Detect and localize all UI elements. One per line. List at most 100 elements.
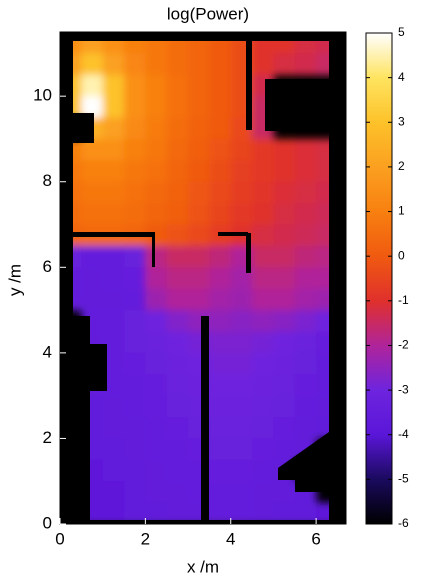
heat-cell xyxy=(124,331,146,354)
heat-cell xyxy=(209,352,232,375)
heat-cell xyxy=(252,481,274,504)
wall xyxy=(60,32,346,41)
heat-cell xyxy=(188,53,210,76)
heat-cell xyxy=(252,417,274,439)
heat-cell xyxy=(209,267,232,290)
heat-cell xyxy=(145,267,168,290)
heat-cell xyxy=(294,245,317,268)
heat-cell xyxy=(102,288,125,311)
heat-cell xyxy=(124,481,146,504)
heat-cell xyxy=(166,352,189,375)
heat-cell xyxy=(188,160,210,183)
heat-cell xyxy=(273,438,296,461)
heat-cell xyxy=(252,245,274,268)
heat-cell xyxy=(166,374,189,397)
heat-cell xyxy=(230,181,253,204)
heat-cell xyxy=(102,74,125,97)
heat-cell xyxy=(166,438,189,461)
heat-cell xyxy=(102,267,125,290)
heat-cell xyxy=(145,395,168,418)
heat-cell xyxy=(294,288,317,311)
heat-cell xyxy=(124,74,146,97)
heat-cell xyxy=(124,267,146,290)
heat-cell xyxy=(166,331,189,354)
heat-cell xyxy=(81,53,104,76)
heat-cell xyxy=(230,310,253,332)
heat-cell xyxy=(273,203,296,226)
x-tick-label: 4 xyxy=(226,529,235,548)
heat-cell xyxy=(209,331,232,354)
heat-cell xyxy=(209,138,232,161)
heat-cell xyxy=(145,245,168,268)
heat-cell xyxy=(166,502,189,524)
y-tick-label: 2 xyxy=(43,428,52,447)
heat-cell xyxy=(252,374,274,397)
heat-cell xyxy=(209,310,232,332)
heat-cell xyxy=(145,53,168,76)
wall xyxy=(246,233,251,273)
heat-cell xyxy=(209,502,232,524)
heat-cell xyxy=(273,374,296,397)
heat-cell xyxy=(124,181,146,204)
heat-cell xyxy=(145,417,168,439)
colorbar-tick-label: 4 xyxy=(398,70,405,84)
heat-cell xyxy=(209,203,232,226)
colorbar-tick-label: 2 xyxy=(398,159,405,173)
heat-cell xyxy=(145,288,168,311)
heat-cell xyxy=(102,481,125,504)
heat-cell xyxy=(209,481,232,504)
heat-cell xyxy=(124,245,146,268)
heat-cell xyxy=(230,203,253,226)
x-tick-label: 6 xyxy=(311,529,320,548)
heat-cell xyxy=(166,181,189,204)
heat-cell xyxy=(166,53,189,76)
heat-cell xyxy=(273,138,296,161)
colorbar-tick-label: -2 xyxy=(398,338,409,352)
heat-cell xyxy=(102,502,125,524)
heat-cell xyxy=(294,138,317,161)
y-tick-label: 8 xyxy=(43,171,52,190)
heat-cell xyxy=(209,288,232,311)
wall xyxy=(73,232,155,237)
heat-cell xyxy=(252,395,274,418)
heat-cell xyxy=(188,96,210,119)
heat-cell xyxy=(209,160,232,183)
heat-cell xyxy=(145,459,168,482)
heat-cell xyxy=(102,417,125,439)
wall xyxy=(265,79,329,131)
heat-cell xyxy=(294,224,317,247)
heat-cell xyxy=(294,267,317,290)
heat-cell xyxy=(273,53,296,76)
heat-cell xyxy=(273,310,296,332)
heat-cell xyxy=(273,267,296,290)
wall xyxy=(278,432,329,492)
heat-cell xyxy=(273,181,296,204)
heat-cell xyxy=(188,74,210,97)
heat-cell xyxy=(294,160,317,183)
heat-cell xyxy=(102,117,125,140)
heat-cell xyxy=(145,481,168,504)
heat-cell xyxy=(124,459,146,482)
heat-cell xyxy=(209,117,232,140)
heat-cell xyxy=(81,203,104,226)
heat-cell xyxy=(81,288,104,311)
heat-cell xyxy=(102,331,125,354)
heat-cell xyxy=(166,459,189,482)
heat-cell xyxy=(124,53,146,76)
heat-cell xyxy=(145,181,168,204)
heat-cell xyxy=(230,374,253,397)
heat-cell xyxy=(188,245,210,268)
heat-cell xyxy=(145,438,168,461)
heat-cell xyxy=(102,310,125,332)
heat-cell xyxy=(273,224,296,247)
wall xyxy=(218,232,248,236)
x-tick-label: 0 xyxy=(55,529,64,548)
heat-cell xyxy=(166,74,189,97)
heat-cell xyxy=(252,203,274,226)
colorbar xyxy=(365,32,393,525)
heat-cell xyxy=(124,310,146,332)
heat-cell xyxy=(273,352,296,375)
heat-cell xyxy=(273,395,296,418)
heat-cell xyxy=(145,117,168,140)
heat-cell xyxy=(124,395,146,418)
